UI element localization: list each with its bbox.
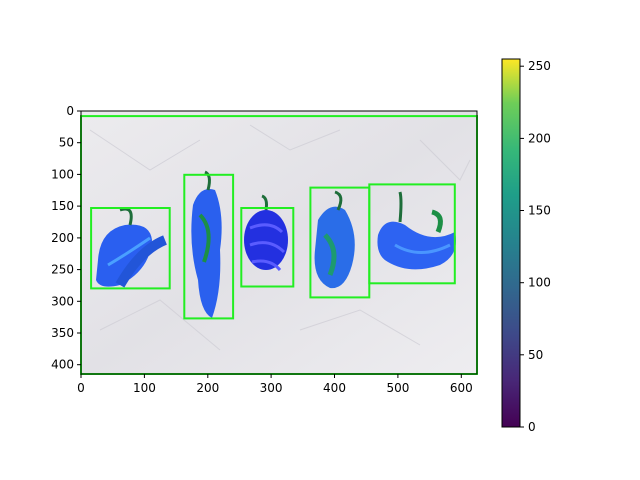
pepper-box-1	[90, 207, 171, 290]
pepper-3-icon	[244, 194, 288, 272]
colorbar-tick-label: 100	[528, 276, 551, 290]
pepper-2-icon	[191, 170, 222, 318]
pepper-1-icon	[96, 207, 168, 288]
y-tick: 100	[51, 167, 81, 181]
photo	[80, 111, 478, 375]
x-tick: 300	[260, 374, 283, 395]
y-tick-label: 400	[51, 358, 74, 372]
x-tick-label: 300	[260, 381, 283, 395]
y-tick-label: 300	[51, 294, 74, 308]
colorbar-tick: 50	[520, 348, 543, 362]
colorbar-tick-label: 250	[528, 59, 551, 73]
colorbar-tick: 250	[520, 59, 551, 73]
pepper-box-5	[368, 183, 456, 285]
pepper-box-2	[183, 173, 235, 320]
colorbar-tick: 0	[520, 420, 536, 434]
y-tick: 200	[51, 231, 81, 245]
y-tick: 0	[66, 104, 81, 118]
colorbar-tick-label: 150	[528, 204, 551, 218]
y-tick: 300	[51, 294, 81, 308]
x-tick: 500	[386, 374, 409, 395]
x-tick-label: 200	[196, 381, 219, 395]
y-tick-label: 350	[51, 326, 74, 340]
pepper-5-icon	[377, 191, 456, 270]
y-tick-label: 150	[51, 199, 74, 213]
y-tick-label: 50	[59, 136, 74, 150]
colorbar-tick-label: 50	[528, 348, 543, 362]
pepper-4-icon	[314, 190, 355, 289]
y-tick-label: 100	[51, 167, 74, 181]
colorbar: 0 50 100 150 200 250	[501, 58, 551, 434]
x-tick: 100	[133, 374, 156, 395]
x-tick-label: 500	[386, 381, 409, 395]
y-tick-label: 200	[51, 231, 74, 245]
x-tick-label: 400	[323, 381, 346, 395]
colorbar-gradient	[501, 58, 521, 428]
pepper-box-3	[240, 207, 295, 288]
x-tick: 0	[77, 374, 85, 395]
x-tick: 600	[450, 374, 473, 395]
x-axis: 0 100 200 300 400 500 600	[77, 374, 473, 395]
colorbar-tick: 150	[520, 204, 551, 218]
y-tick: 150	[51, 199, 81, 213]
y-tick: 350	[51, 326, 81, 340]
colorbar-tick-label: 200	[528, 131, 551, 145]
y-tick-label: 250	[51, 263, 74, 277]
y-tick: 50	[59, 136, 81, 150]
y-tick: 250	[51, 263, 81, 277]
y-tick: 400	[51, 358, 81, 372]
x-tick: 200	[196, 374, 219, 395]
x-tick: 400	[323, 374, 346, 395]
x-tick-label: 100	[133, 381, 156, 395]
colorbar-tick: 100	[520, 276, 551, 290]
x-tick-label: 0	[77, 381, 85, 395]
colorbar-tick-label: 0	[528, 420, 536, 434]
y-axis: 0 50 100 150 200 250 300 350 400	[51, 104, 81, 372]
x-tick-label: 600	[450, 381, 473, 395]
axes-frame	[80, 110, 478, 375]
colorbar-tick: 200	[520, 131, 551, 145]
y-tick-label: 0	[66, 104, 74, 118]
